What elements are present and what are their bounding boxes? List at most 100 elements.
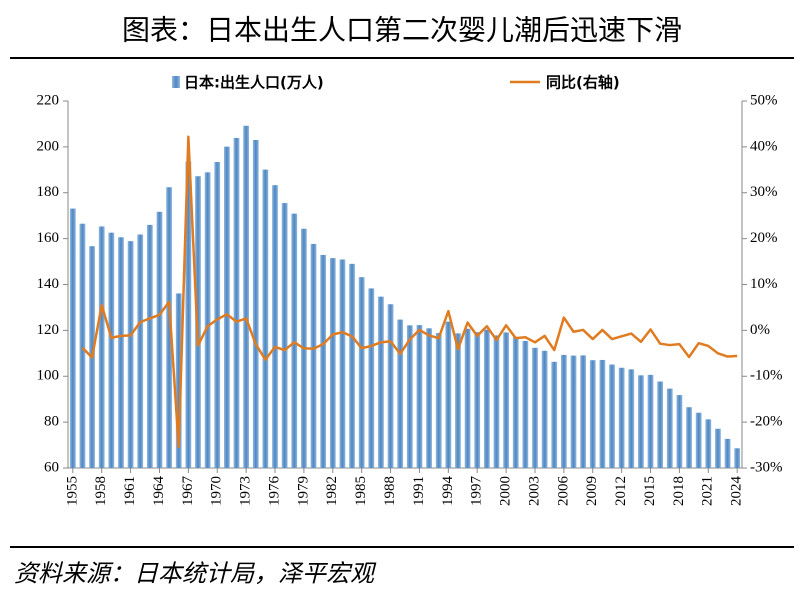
bar <box>416 325 423 468</box>
x-tick-label: 1967 <box>180 476 196 507</box>
bar <box>406 325 413 468</box>
x-tick-label: 1997 <box>469 476 485 507</box>
x-tick-label: 2003 <box>526 476 542 506</box>
bar <box>580 355 587 468</box>
bar <box>79 223 86 468</box>
x-tick-label: 1982 <box>324 476 340 506</box>
bar <box>647 374 654 468</box>
bar <box>368 288 375 468</box>
bar <box>108 232 115 468</box>
x-tick-label: 2006 <box>555 476 571 507</box>
bar <box>291 213 298 468</box>
y-tick-label: 100 <box>37 368 60 384</box>
legend-label: 日本:出生人口(万人) <box>184 74 324 92</box>
bar <box>175 293 182 468</box>
bar <box>204 172 211 468</box>
bar <box>397 319 404 468</box>
y-tick-label: 220 <box>37 92 60 108</box>
y2-tick-label: 10% <box>750 276 778 292</box>
bar <box>503 332 509 468</box>
bar <box>166 187 172 468</box>
bar <box>243 125 250 469</box>
bar <box>69 208 76 468</box>
x-tick-label: 1970 <box>209 476 225 506</box>
bar <box>589 360 596 468</box>
bar <box>329 258 336 468</box>
x-tick-label: 2024 <box>729 476 745 507</box>
bar <box>349 263 355 468</box>
x-tick-label: 1988 <box>382 476 398 506</box>
bar <box>560 354 567 468</box>
x-tick-label: 1994 <box>440 476 456 507</box>
bar <box>339 259 346 468</box>
bar <box>358 277 365 468</box>
bar <box>156 211 163 468</box>
bar <box>657 381 664 468</box>
bar <box>262 169 269 468</box>
bar <box>705 419 712 468</box>
x-tick-label: 2015 <box>642 476 658 506</box>
bar <box>512 337 519 468</box>
y-tick-label: 180 <box>37 184 60 200</box>
y-tick-label: 160 <box>37 230 60 246</box>
bar <box>493 335 500 468</box>
bar <box>233 137 240 468</box>
line <box>81 135 738 449</box>
bar <box>455 333 461 468</box>
y2-tick-label: 20% <box>750 230 778 246</box>
y2-tick-label: 0% <box>750 322 770 338</box>
bar <box>570 355 577 468</box>
x-tick-label: 1979 <box>295 476 311 506</box>
bar <box>599 359 606 468</box>
bar <box>137 234 144 468</box>
x-tick-label: 2018 <box>671 476 687 506</box>
x-tick-label: 1955 <box>64 476 80 506</box>
y-tick-label: 60 <box>44 459 59 475</box>
x-tick-label: 2012 <box>613 476 629 506</box>
bar <box>541 350 548 468</box>
x-tick-label: 1964 <box>151 476 167 507</box>
x-tick-label: 2021 <box>700 476 716 506</box>
x-tick-label: 2000 <box>498 476 514 506</box>
bar <box>734 448 741 468</box>
bar <box>483 329 490 468</box>
legend-label: 同比(右轴) <box>546 74 620 92</box>
bar <box>676 395 683 468</box>
bar <box>435 333 442 468</box>
bar <box>252 139 259 468</box>
y2-tick-label: 40% <box>750 138 778 154</box>
x-tick-label: 1985 <box>353 476 369 506</box>
x-tick-label: 1991 <box>411 476 427 506</box>
y-tick-label: 140 <box>37 276 60 292</box>
y-tick-label: 80 <box>44 414 59 430</box>
x-tick-label: 1958 <box>93 476 109 506</box>
y-tick-label: 120 <box>37 322 60 338</box>
x-tick-label: 1961 <box>122 476 138 506</box>
bar <box>98 226 105 468</box>
bar <box>724 438 731 468</box>
legend-swatch <box>172 76 180 88</box>
bar <box>445 321 452 468</box>
bar <box>185 161 192 468</box>
bar <box>320 254 327 468</box>
bar <box>214 162 221 469</box>
bar <box>522 340 529 468</box>
bar <box>715 428 721 468</box>
bar <box>618 367 625 468</box>
y2-tick-label: 30% <box>750 184 778 200</box>
bar <box>695 412 702 468</box>
y2-tick-label: -10% <box>750 368 783 384</box>
bar <box>272 185 278 469</box>
bar <box>532 347 538 468</box>
bar <box>666 388 673 468</box>
bar <box>464 328 471 468</box>
bar <box>638 375 644 468</box>
y2-tick-label: 50% <box>750 92 778 108</box>
bar <box>127 241 134 468</box>
y2-tick-label: -20% <box>750 414 783 430</box>
bar <box>378 296 384 468</box>
x-tick-label: 2009 <box>584 476 600 506</box>
bar <box>609 364 615 468</box>
x-tick-label: 1976 <box>266 476 282 507</box>
